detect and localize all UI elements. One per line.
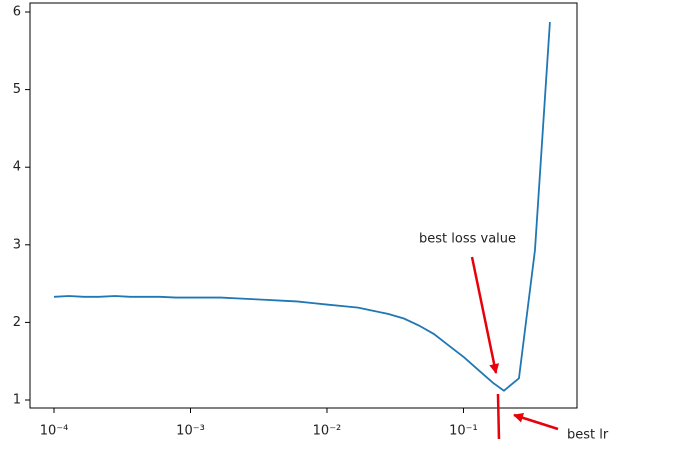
loss-line: [53, 22, 551, 392]
y-tick-label: 2: [13, 315, 21, 330]
y-tick-label: 1: [13, 393, 21, 408]
annotation: best loss value: [419, 232, 516, 247]
y-tick-label: 6: [13, 5, 21, 20]
annotation-arrow: [470, 256, 500, 374]
x-tick-label: 10⁻¹: [449, 424, 478, 439]
x-tick-label: 10⁻³: [176, 424, 205, 439]
annotation-arrow: [513, 412, 559, 431]
annotation: best lr: [567, 428, 609, 443]
y-tick-label: 4: [13, 160, 21, 175]
plot-frame: [29, 2, 578, 409]
best-lr-line: [496, 393, 501, 440]
y-tick-label: 3: [13, 237, 21, 252]
y-tick-label: 5: [13, 82, 21, 97]
x-tick-label: 10⁻²: [313, 424, 342, 439]
x-tick-label: 10⁻⁴: [40, 424, 69, 439]
